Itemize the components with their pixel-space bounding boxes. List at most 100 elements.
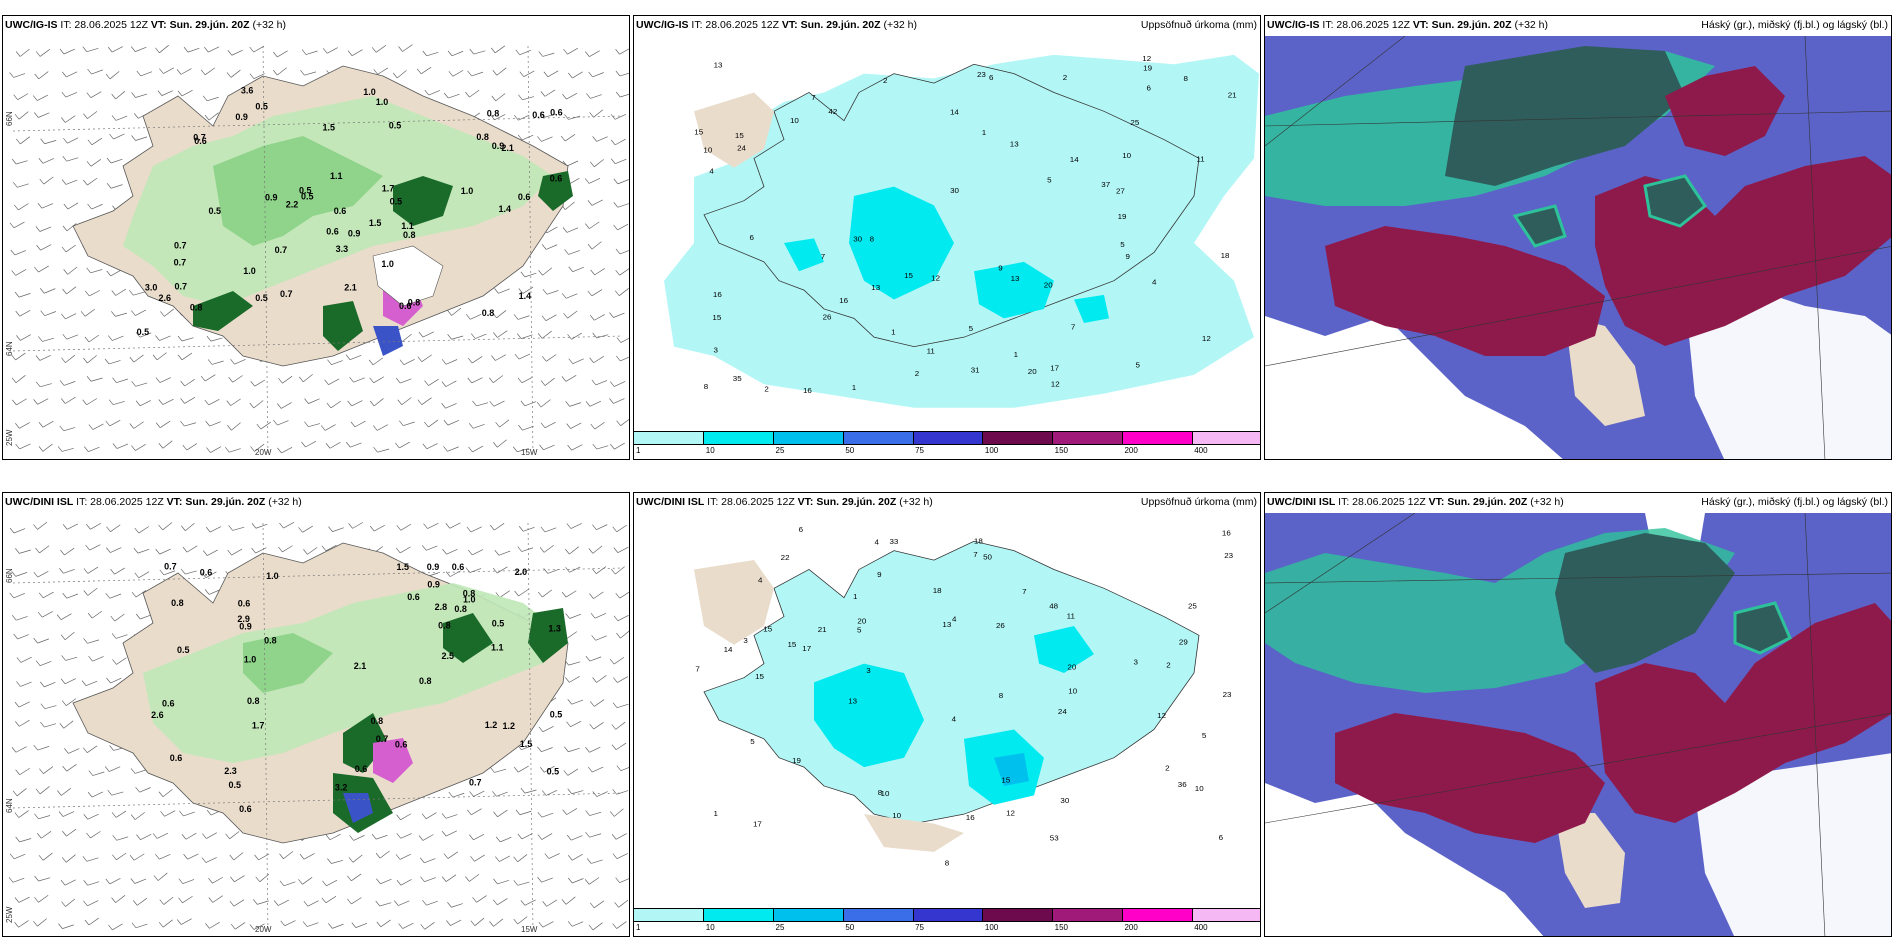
value-label: 1.0 — [461, 186, 474, 196]
wind-barb-shaft — [594, 314, 605, 321]
value-label: 0.6 — [518, 192, 531, 202]
wind-barb-flag — [105, 420, 111, 427]
wind-barb-shaft — [65, 313, 77, 320]
wind-barb-flag — [226, 400, 232, 406]
wind-barb-flag — [11, 747, 17, 753]
value-label: 2.5 — [442, 651, 455, 661]
wind-barb-shaft — [185, 522, 195, 532]
wind-barb-shaft — [184, 397, 196, 404]
wind-barb-flag — [612, 526, 618, 533]
wind-barb-shaft — [66, 698, 77, 706]
value-label: 48 — [1049, 602, 1058, 611]
wind-barb-flag — [301, 441, 306, 448]
wind-barb-flag — [304, 421, 309, 427]
wind-barb-flag — [59, 425, 64, 432]
wind-barb-shaft — [37, 638, 49, 644]
wind-barb-flag — [447, 50, 453, 57]
wind-barb-shaft — [61, 787, 72, 796]
wind-barb-shaft — [235, 922, 246, 930]
wind-barb-shaft — [589, 746, 601, 753]
wind-barb-flag — [61, 655, 66, 661]
wind-barb-flag — [106, 157, 112, 164]
mid-cloud-crimson — [1325, 226, 1605, 356]
wind-barb-shaft — [450, 919, 462, 926]
wind-barb-flag — [61, 246, 67, 253]
wind-barb-shaft — [18, 203, 29, 211]
wind-barb-shaft — [615, 721, 626, 730]
value-label: 7 — [1071, 322, 1075, 331]
wind-barb-shaft — [62, 924, 74, 929]
wind-barb-shaft — [205, 857, 217, 863]
value-label: 2.6 — [151, 710, 164, 720]
wind-barb-flag — [155, 377, 161, 383]
wind-barb-shaft — [521, 745, 533, 751]
value-label: 0.6 — [395, 740, 408, 750]
wind-barb-flag — [130, 46, 136, 52]
wind-barb-shaft — [572, 853, 583, 861]
wind-barb-flag — [615, 355, 621, 362]
wind-barb-shaft — [522, 134, 534, 141]
colorbar-ticks: 1 10 25 50 75 100 150 200 400 — [634, 445, 1260, 455]
wind-barb-shaft — [253, 923, 265, 930]
wind-barb-flag — [16, 138, 21, 145]
value-label: 15 — [694, 128, 703, 137]
panel-title: UWC/IG-IS IT: 28.06.2025 12Z VT: Sun. 29… — [5, 19, 287, 31]
wind-barb-flag — [204, 399, 210, 406]
wind-barb-shaft — [16, 160, 28, 165]
wind-barb-shaft — [620, 767, 629, 772]
wind-barb-flag — [587, 243, 593, 250]
wind-barb-shaft — [38, 71, 49, 80]
value-label: 0.9 — [348, 228, 361, 238]
wind-barb-flag — [493, 442, 498, 448]
wind-barb-flag — [36, 833, 42, 839]
wind-barb-shaft — [185, 570, 197, 575]
wind-barb-flag — [111, 290, 116, 296]
wind-barb-flag — [58, 923, 63, 929]
value-label: 18 — [1221, 251, 1230, 260]
value-label: 1.5 — [369, 218, 382, 228]
wind-barb-flag — [327, 359, 332, 365]
wind-barb-flag — [584, 178, 590, 184]
wind-barb-shaft — [283, 851, 294, 860]
wind-barb-flag — [590, 269, 595, 276]
wind-barb-flag — [131, 92, 136, 98]
wind-barb-shaft — [115, 288, 127, 296]
value-label: 5 — [1202, 731, 1206, 740]
wind-barb-shaft — [113, 133, 125, 140]
wind-barb-shaft — [13, 73, 26, 78]
wind-barb-shaft — [15, 269, 27, 276]
wind-barb-shaft — [400, 813, 412, 821]
wind-barb-flag — [34, 875, 39, 882]
value-label: 8 — [878, 788, 882, 797]
wind-barb-flag — [565, 548, 570, 555]
wind-barb-shaft — [568, 747, 580, 753]
wind-barb-shaft — [399, 853, 411, 860]
value-label: 0.5 — [209, 206, 222, 216]
wind-barb-shaft — [396, 70, 407, 79]
value-label: 0.9 — [235, 112, 248, 122]
wind-barb-shaft — [427, 523, 439, 529]
value-label: 8 — [999, 691, 1003, 700]
wind-barb-shaft — [620, 418, 629, 426]
value-label: 10 — [703, 146, 712, 155]
wind-barb-flag — [110, 568, 115, 575]
wind-barb-shaft — [521, 376, 533, 384]
wind-barb-flag — [373, 69, 378, 75]
wind-barb-shaft — [544, 765, 555, 773]
wind-barb-shaft — [37, 918, 47, 927]
wind-barb-shaft — [282, 375, 293, 384]
colorbar-tick-label: 150 — [1054, 923, 1069, 932]
wind-barb-shaft — [181, 89, 193, 97]
wind-barb-shaft — [86, 857, 99, 862]
wind-barb-flag — [15, 721, 20, 727]
precip-dark-green — [323, 301, 363, 351]
wind-barb-flag — [441, 381, 447, 387]
wind-barb-flag — [561, 293, 567, 299]
wind-barb-shaft — [38, 265, 49, 273]
wind-barb-flag — [9, 592, 15, 599]
high-cloud-green — [1512, 204, 1567, 248]
wind-barb-flag — [320, 425, 326, 431]
wind-barb-shaft — [234, 875, 245, 883]
wind-barb-shaft — [425, 812, 437, 820]
wind-barb-shaft — [19, 838, 32, 843]
